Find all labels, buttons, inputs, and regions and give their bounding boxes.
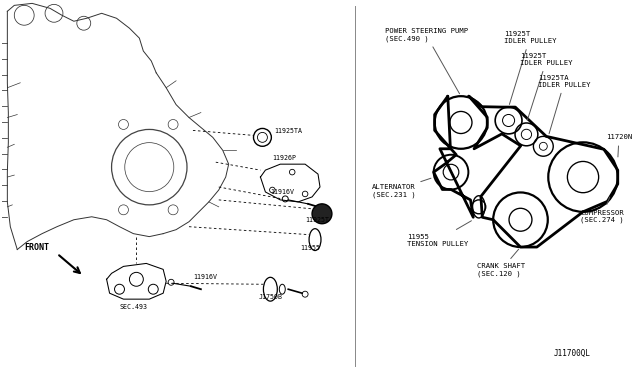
Text: COMPRESSOR
(SEC.274 ): COMPRESSOR (SEC.274 ) [580,197,624,223]
Text: 11925TA
IDLER PULLEY: 11925TA IDLER PULLEY [538,75,591,134]
Text: POWER STEERING PUMP
(SEC.490 ): POWER STEERING PUMP (SEC.490 ) [385,28,468,94]
Text: 11955
TENSION PULLEY: 11955 TENSION PULLEY [407,221,472,247]
Text: ALTERNATOR
(SEC.231 ): ALTERNATOR (SEC.231 ) [372,178,431,198]
Text: 11925TA: 11925TA [275,128,302,134]
Text: J1750B: J1750B [259,294,282,300]
Text: 11926P: 11926P [273,155,296,161]
Text: 11925T: 11925T [305,217,329,223]
Circle shape [317,208,328,219]
Text: 11720N: 11720N [606,134,632,157]
Text: 11925T
IDLER PULLEY: 11925T IDLER PULLEY [520,53,573,120]
Text: CRANK SHAFT
(SEC.120 ): CRANK SHAFT (SEC.120 ) [477,249,525,277]
Circle shape [312,204,332,224]
Text: 11955: 11955 [300,244,320,250]
Text: SEC.493: SEC.493 [120,304,147,310]
Text: 11916V: 11916V [270,189,294,195]
Text: J11700QL: J11700QL [553,349,590,358]
Text: FRONT: FRONT [24,243,49,251]
Text: 11925T
IDLER PULLEY: 11925T IDLER PULLEY [504,31,556,105]
Text: 11916V: 11916V [193,274,217,280]
